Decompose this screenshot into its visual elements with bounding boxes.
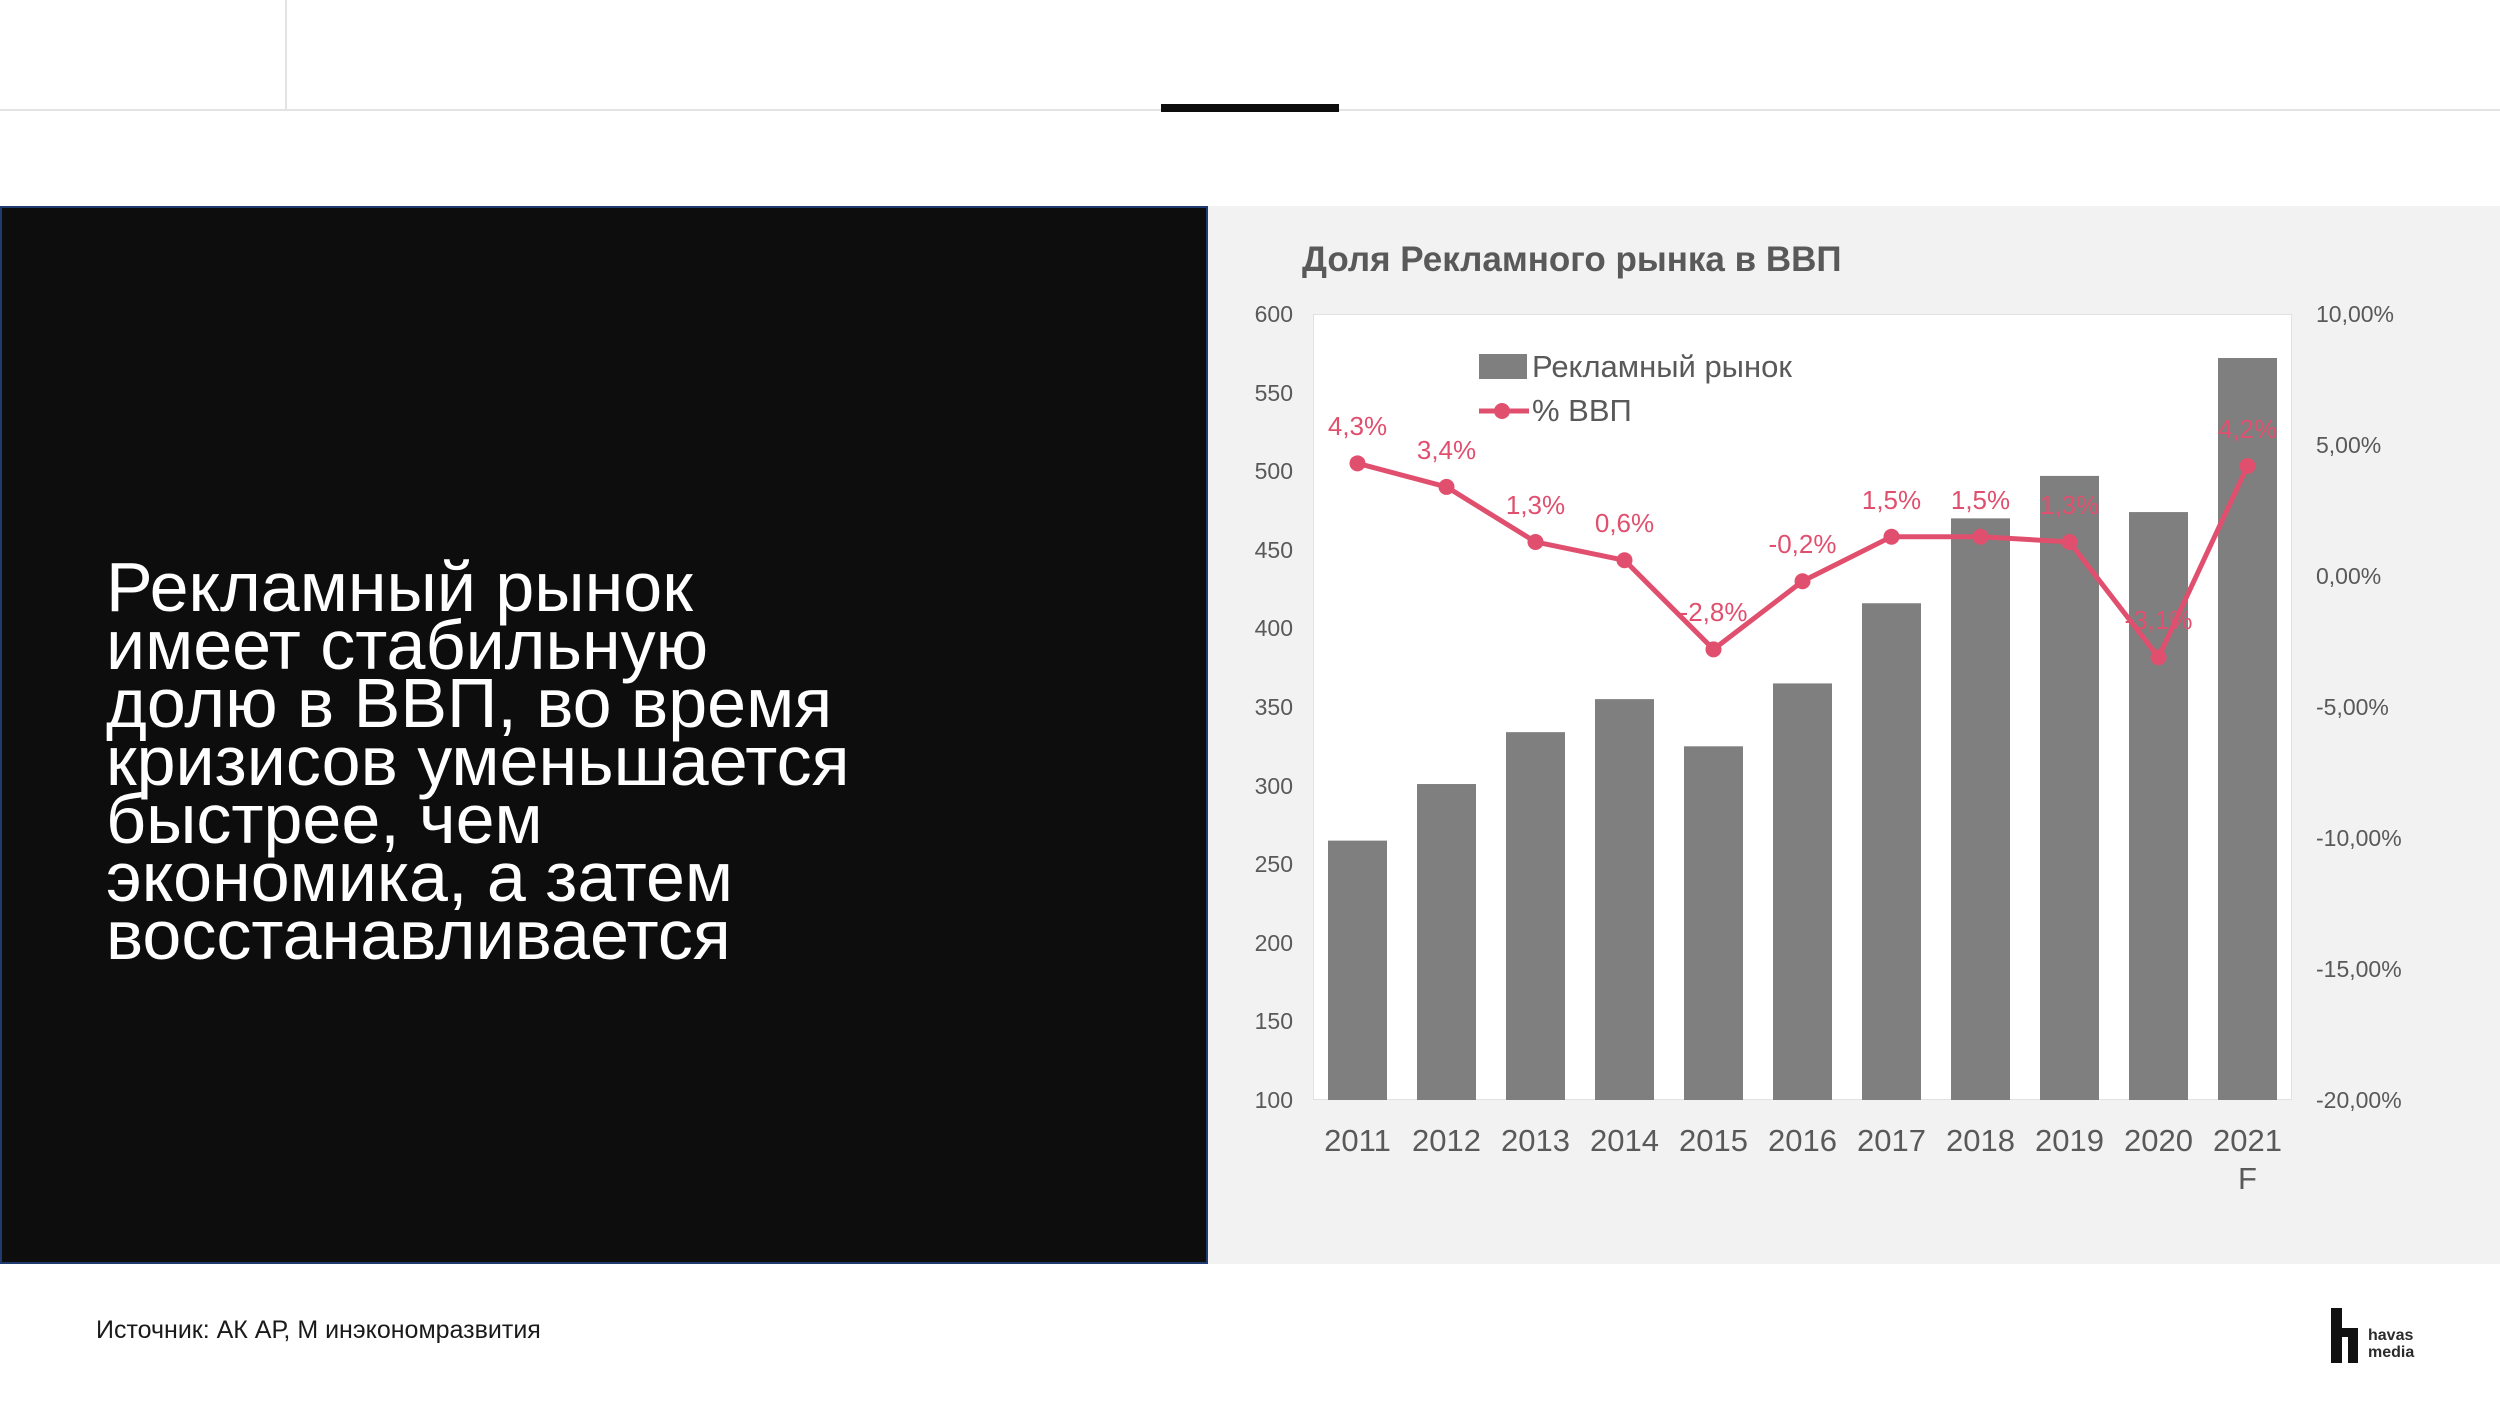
y2-axis-tick-label: 10,00% xyxy=(2316,301,2395,327)
chart-title: Доля Рекламного рынка в ВВП xyxy=(1302,240,1842,279)
y-axis-tick-label: 150 xyxy=(1254,1008,1293,1035)
line-marker-2015 xyxy=(1705,641,1722,658)
data-label: 1,5% xyxy=(1861,484,1922,515)
logo-text-line1: havas xyxy=(2368,1327,2413,1344)
bar-2020 xyxy=(2129,512,2188,1100)
bar-2014 xyxy=(1595,699,1654,1100)
x-axis-tick-label: 2013 xyxy=(1501,1123,1570,1158)
bar-2019 xyxy=(2040,475,2099,1100)
x-axis-tick-label: 2018 xyxy=(1946,1123,2015,1158)
line-marker-2018 xyxy=(1972,528,1989,545)
source-note: Источник: АК АР, М инэкономразвития xyxy=(96,1316,541,1344)
line-marker-2014 xyxy=(1616,552,1633,569)
line-marker-2020 xyxy=(2150,649,2167,666)
legend-label-bars: Рекламный рынок xyxy=(1532,349,1792,384)
line-marker-2019 xyxy=(2061,533,2078,550)
y-axis-tick-label: 450 xyxy=(1254,536,1293,563)
chart-plot xyxy=(1328,358,2277,1100)
x-axis-tick-label: 2021 F xyxy=(2213,1123,2282,1196)
bar-2018 xyxy=(1951,518,2010,1100)
x-axis-tick-label: 2019 xyxy=(2035,1123,2104,1158)
headline-line: быстрее, чем xyxy=(106,780,543,858)
bar-2013 xyxy=(1506,732,1565,1100)
x-axis-tick-label: 2020 xyxy=(2124,1123,2193,1158)
x-axis-tick-label: 2016 xyxy=(1768,1123,1837,1158)
data-label: -3,1% xyxy=(2124,605,2193,636)
headline-line: долю в ВВП, во время xyxy=(106,664,833,742)
y-axis-tick-label: 400 xyxy=(1254,615,1293,642)
data-label: -0,2% xyxy=(1768,529,1837,560)
data-label: 4,2% xyxy=(2217,413,2278,444)
y2-axis-tick-label: -5,00% xyxy=(2316,694,2389,720)
data-label: 4,3% xyxy=(1327,411,1388,442)
data-label: 1,3% xyxy=(1505,489,1566,520)
header-accent-bar xyxy=(1161,104,1339,112)
y-axis-tick-label: 100 xyxy=(1254,1087,1293,1113)
chart-panel: Доля Рекламного рынка в ВВП Рекламный ры… xyxy=(1208,206,2500,1264)
legend-line-swatch xyxy=(1479,403,1529,419)
line-marker-2017 xyxy=(1883,528,1900,545)
y-axis-tick-label: 200 xyxy=(1254,929,1293,956)
headline-text: Рекламный рынок имеет стабильную долю в … xyxy=(106,548,850,974)
x-axis-tick-label: 2017 xyxy=(1857,1123,1926,1158)
data-label: -2,8% xyxy=(1679,597,1748,628)
bar-2015 xyxy=(1684,746,1743,1100)
y-axis-tick-label: 550 xyxy=(1254,379,1293,406)
line-marker-2021-f xyxy=(2239,457,2256,474)
line-marker-2012 xyxy=(1438,478,1455,495)
bar-2021-f xyxy=(2218,358,2277,1100)
y-axis-tick-label: 500 xyxy=(1254,458,1293,485)
bar-2016 xyxy=(1773,683,1832,1100)
data-label: 0,6% xyxy=(1594,508,1655,539)
bar-2017 xyxy=(1862,603,1921,1100)
x-axis-tick-label: 2015 xyxy=(1679,1123,1748,1158)
line-marker-2016 xyxy=(1794,573,1811,590)
headline-line: Рекламный рынок xyxy=(106,548,693,626)
line-marker-2011 xyxy=(1349,455,1366,472)
y-axis-tick-label: 300 xyxy=(1254,772,1293,799)
line-marker-2013 xyxy=(1527,533,1544,550)
y2-axis-tick-label: -15,00% xyxy=(2316,956,2402,982)
y-axis-tick-label: 250 xyxy=(1254,851,1293,878)
y2-axis-tick-label: 0,00% xyxy=(2316,563,2382,589)
y2-axis-tick-label: -20,00% xyxy=(2316,1087,2402,1113)
bar-2012 xyxy=(1417,784,1476,1100)
logo-h-mark-icon xyxy=(2331,1308,2358,1363)
y2-axis-tick-label: -10,00% xyxy=(2316,825,2402,851)
y-axis-tick-label: 600 xyxy=(1254,301,1293,327)
headline-line: экономика, а затем xyxy=(106,838,734,916)
data-label: 3,4% xyxy=(1416,434,1477,465)
headline-panel: Рекламный рынок имеет стабильную долю в … xyxy=(0,206,1208,1264)
legend-bar-swatch xyxy=(1479,354,1527,379)
header-divider-vertical xyxy=(285,0,287,110)
data-label: 1,5% xyxy=(1950,484,2011,515)
x-axis-tick-label: 2012 xyxy=(1412,1123,1481,1158)
x-axis-tick-label: 2011 xyxy=(1324,1123,1391,1158)
headline-line: кризисов уменьшается xyxy=(106,722,850,800)
logo-text-line2: media xyxy=(2368,1344,2414,1361)
y-axis-tick-label: 350 xyxy=(1254,694,1293,720)
headline-line: восстанавливается xyxy=(106,896,731,974)
havas-media-logo: havas media xyxy=(2331,1308,2414,1363)
data-label: 1,3% xyxy=(2039,489,2100,520)
x-axis-tick-label: 2014 xyxy=(1590,1123,1659,1158)
headline-line: имеет стабильную xyxy=(106,606,709,684)
y2-axis-tick-label: 5,00% xyxy=(2316,432,2382,458)
legend-label-line: % ВВП xyxy=(1532,393,1632,428)
bar-2011 xyxy=(1328,840,1387,1100)
